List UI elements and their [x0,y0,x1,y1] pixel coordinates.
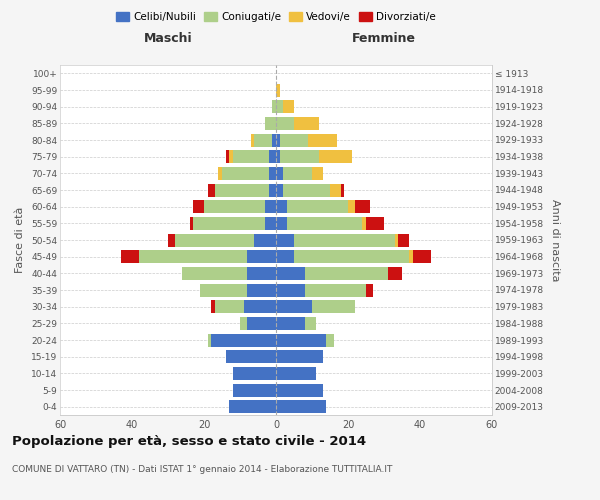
Bar [276,384,323,396]
Y-axis label: Fasce di età: Fasce di età [16,207,25,273]
Bar [229,150,233,163]
Bar [294,117,319,130]
Bar [247,284,276,296]
Legend: Celibi/Nubili, Coniugati/e, Vedovi/e, Divorziati/e: Celibi/Nubili, Coniugati/e, Vedovi/e, Di… [112,8,440,26]
Bar [312,167,323,180]
Bar [305,317,316,330]
Bar [211,300,215,313]
Bar [276,350,323,363]
Bar [287,217,362,230]
Bar [229,400,276,413]
Bar [305,284,366,296]
Bar [247,267,276,280]
Bar [200,284,247,296]
Bar [276,267,305,280]
Bar [208,334,211,346]
Bar [276,100,283,113]
Bar [265,217,276,230]
Bar [326,334,334,346]
Bar [348,200,355,213]
Bar [395,234,398,246]
Bar [175,234,254,246]
Bar [247,250,276,263]
Bar [341,184,344,196]
Bar [182,267,247,280]
Bar [366,217,384,230]
Bar [312,300,355,313]
Bar [208,184,215,196]
Y-axis label: Anni di nascita: Anni di nascita [550,198,560,281]
Bar [218,167,222,180]
Bar [283,167,312,180]
Bar [215,184,269,196]
Bar [193,200,204,213]
Bar [330,184,341,196]
Bar [247,317,276,330]
Text: Femmine: Femmine [352,32,416,45]
Text: COMUNE DI VATTARO (TN) - Dati ISTAT 1° gennaio 2014 - Elaborazione TUTTITALIA.IT: COMUNE DI VATTARO (TN) - Dati ISTAT 1° g… [12,465,392,474]
Bar [280,134,308,146]
Bar [283,184,330,196]
Bar [269,167,276,180]
Bar [222,167,269,180]
Bar [366,284,373,296]
Text: Popolazione per età, sesso e stato civile - 2014: Popolazione per età, sesso e stato civil… [12,435,366,448]
Bar [308,134,337,146]
Bar [265,200,276,213]
Bar [168,234,175,246]
Bar [276,150,280,163]
Bar [276,234,294,246]
Bar [272,100,276,113]
Bar [272,134,276,146]
Bar [305,267,388,280]
Bar [276,317,305,330]
Bar [276,367,316,380]
Bar [121,250,139,263]
Bar [276,400,326,413]
Bar [190,217,193,230]
Bar [287,200,348,213]
Bar [265,117,276,130]
Bar [269,150,276,163]
Bar [276,334,326,346]
Bar [388,267,402,280]
Bar [276,167,283,180]
Bar [233,150,269,163]
Bar [226,150,229,163]
Bar [276,117,294,130]
Bar [226,350,276,363]
Bar [251,134,254,146]
Bar [398,234,409,246]
Bar [409,250,413,263]
Bar [233,384,276,396]
Bar [413,250,431,263]
Bar [362,217,366,230]
Text: Maschi: Maschi [143,32,193,45]
Bar [139,250,247,263]
Bar [276,217,287,230]
Bar [193,217,265,230]
Bar [276,200,287,213]
Bar [276,250,294,263]
Bar [280,150,319,163]
Bar [276,300,312,313]
Bar [254,234,276,246]
Bar [211,334,276,346]
Bar [276,284,305,296]
Bar [276,134,280,146]
Bar [355,200,370,213]
Bar [233,367,276,380]
Bar [244,300,276,313]
Bar [294,234,395,246]
Bar [204,200,265,213]
Bar [283,100,294,113]
Bar [294,250,409,263]
Bar [240,317,247,330]
Bar [319,150,352,163]
Bar [215,300,244,313]
Bar [254,134,272,146]
Bar [269,184,276,196]
Bar [276,184,283,196]
Bar [276,84,280,96]
